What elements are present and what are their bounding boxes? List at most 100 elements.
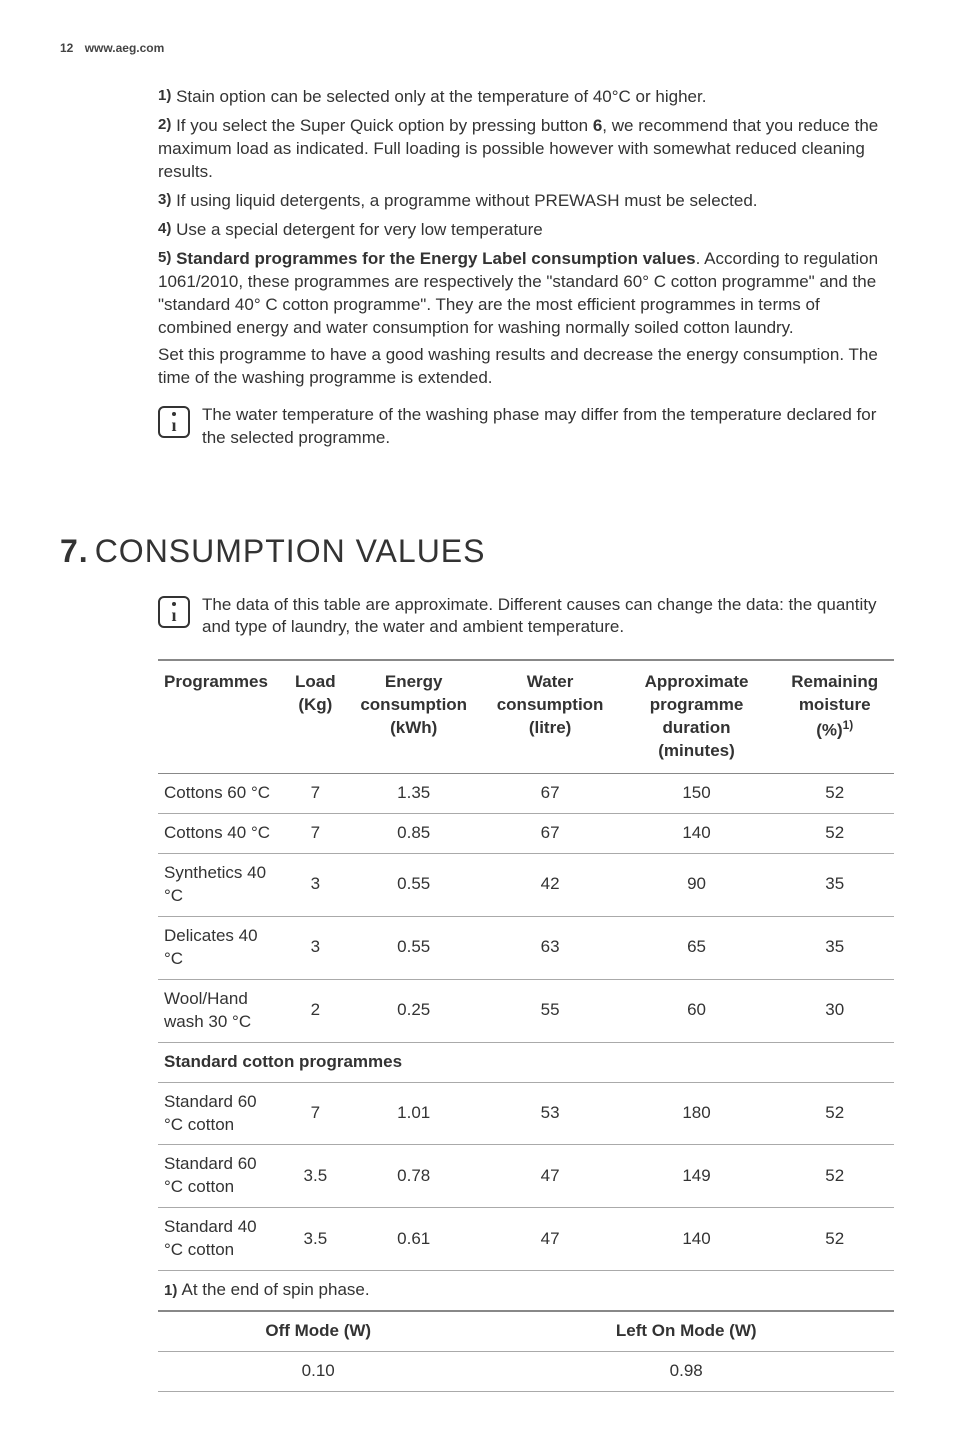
info-box-2: ı The data of this table are approximate… [158,594,894,640]
table-cell: Standard 60 °C cotton [158,1145,286,1208]
table-cell: Cottons 60 °C [158,774,286,814]
table-cell: 0.85 [345,814,483,854]
section-title: CONSUMPTION VALUES [95,533,486,569]
footnote-para2: Set this programme to have a good washin… [158,344,894,390]
table-row: Wool/Hand wash 30 °C20.25556030 [158,979,894,1042]
footnote-text: If using liquid detergents, a programme … [176,191,757,210]
table-cell: 149 [618,1145,776,1208]
table-cell: 1.35 [345,774,483,814]
table-body: Cottons 60 °C71.356715052Cottons 40 °C70… [158,774,894,1312]
table-cell: 67 [483,774,618,814]
col-moisture-sup: 1) [843,718,854,732]
table-cell: 42 [483,854,618,917]
table-cell: Standard 40 °C cotton [158,1208,286,1271]
table-cell: 52 [775,814,894,854]
table-cell: 140 [618,814,776,854]
footnote-text: Stain option can be selected only at the… [176,87,706,106]
table-cell: 90 [618,854,776,917]
table-cell: 0.78 [345,1145,483,1208]
table-cell: Wool/Hand wash 30 °C [158,979,286,1042]
table-cell: 3 [286,916,345,979]
table-footnote: 1) At the end of spin phase. [158,1271,894,1311]
table-cell: 0.25 [345,979,483,1042]
table-cell: 47 [483,1145,618,1208]
table-row: Standard 60 °C cotton71.015318052 [158,1082,894,1145]
footnote-text: Standard programmes for the Energy Label… [158,249,894,390]
table-section-label: Standard cotton programmes [158,1042,894,1082]
mode-header-row: Off Mode (W) Left On Mode (W) [158,1312,894,1351]
section-heading: 7.CONSUMPTION VALUES [60,530,894,573]
table-cell: 7 [286,774,345,814]
table-row: Delicates 40 °C30.55636535 [158,916,894,979]
table-cell: 3.5 [286,1208,345,1271]
footnote-bold: 6 [593,116,602,135]
table-header-row: Programmes Load (Kg) Energy consumption … [158,660,894,773]
mode-off-header: Off Mode (W) [158,1312,478,1351]
footnote-num: 5) [158,249,171,266]
footnote-bold: Standard programmes for the Energy Label… [176,249,696,268]
footnote-text: Use a special detergent for very low tem… [176,220,543,239]
info-text: The data of this table are approximate. … [202,594,894,640]
mode-value-row: 0.10 0.98 [158,1352,894,1392]
footnotes-block: 1) Stain option can be selected only at … [158,86,894,389]
footnote-pre: If you select the Super Quick option by … [176,116,593,135]
site-url: www.aeg.com [85,41,165,55]
col-moisture: Remaining moisture (%)1) [775,660,894,773]
col-load: Load (Kg) [286,660,345,773]
mode-lefton-value: 0.98 [478,1352,894,1392]
table-cell: 3.5 [286,1145,345,1208]
table-cell: 7 [286,814,345,854]
footnote-4: 4) Use a special detergent for very low … [158,219,894,242]
footnote-5: 5) Standard programmes for the Energy La… [158,248,894,390]
table-cell: 35 [775,854,894,917]
col-programmes: Programmes [158,660,286,773]
table-cell: 7 [286,1082,345,1145]
table-footnote-row: 1) At the end of spin phase. [158,1271,894,1311]
table-cell: 52 [775,1082,894,1145]
footnote-2: 2) If you select the Super Quick option … [158,115,894,184]
info-icon: ı [158,596,190,628]
table-cell: 53 [483,1082,618,1145]
table-cell: Synthetics 40 °C [158,854,286,917]
info-icon: ı [158,406,190,438]
table-cell: Delicates 40 °C [158,916,286,979]
info-box-1: ı The water temperature of the washing p… [158,404,894,450]
section-number: 7. [60,533,89,569]
table-cell: 150 [618,774,776,814]
info-text: The water temperature of the washing pha… [202,404,894,450]
table-row: Standard 60 °C cotton3.50.784714952 [158,1145,894,1208]
table-cell: 55 [483,979,618,1042]
table-row: Standard 40 °C cotton3.50.614714052 [158,1208,894,1271]
table-cell: 0.61 [345,1208,483,1271]
table-cell: 67 [483,814,618,854]
mode-off-value: 0.10 [158,1352,478,1392]
table-cell: 35 [775,916,894,979]
footnote-num: 2) [158,116,171,133]
footnote-text: If you select the Super Quick option by … [158,116,878,181]
table-cell: 0.55 [345,854,483,917]
table-row: Cottons 60 °C71.356715052 [158,774,894,814]
footnote-1: 1) Stain option can be selected only at … [158,86,894,109]
mode-table: Off Mode (W) Left On Mode (W) 0.10 0.98 [158,1312,894,1392]
table-cell: 140 [618,1208,776,1271]
col-water: Water consumption (litre) [483,660,618,773]
table-cell: 52 [775,1208,894,1271]
table-cell: 60 [618,979,776,1042]
page-header: 12 www.aeg.com [60,40,894,56]
col-moisture-label: Remaining moisture (%) [791,672,878,740]
table-row: Synthetics 40 °C30.55429035 [158,854,894,917]
footnote-num: 3) [158,191,171,208]
table-cell: 47 [483,1208,618,1271]
table-row: Cottons 40 °C70.856714052 [158,814,894,854]
table-cell: 30 [775,979,894,1042]
table-cell: 1.01 [345,1082,483,1145]
table-cell: Standard 60 °C cotton [158,1082,286,1145]
table-cell: 3 [286,854,345,917]
table-cell: 65 [618,916,776,979]
mode-lefton-header: Left On Mode (W) [478,1312,894,1351]
col-energy: Energy consumption (kWh) [345,660,483,773]
page-number: 12 [60,41,73,55]
table-cell: 2 [286,979,345,1042]
footnote-num: 1) [158,87,171,104]
table-cell: 180 [618,1082,776,1145]
